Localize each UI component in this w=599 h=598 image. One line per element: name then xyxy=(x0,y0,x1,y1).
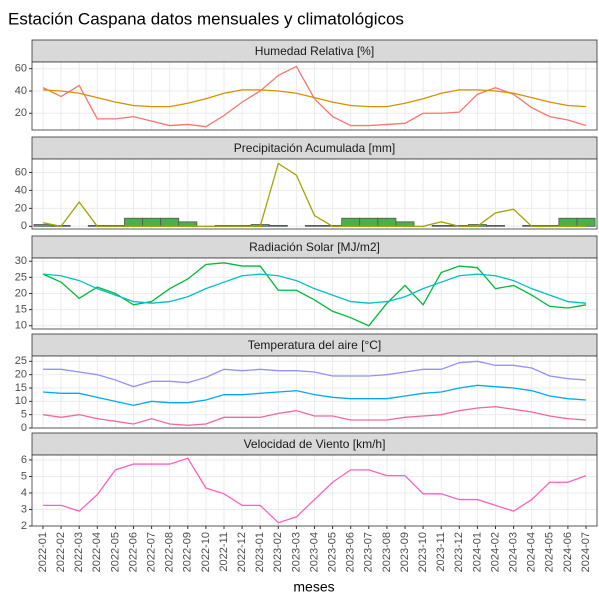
x-tick-label: 2022-12 xyxy=(236,532,248,572)
y-tick-label: 10 xyxy=(15,320,27,332)
bar xyxy=(576,217,596,227)
x-tick-label: 2023-06 xyxy=(345,532,357,572)
y-tick-label: 20 xyxy=(15,107,27,119)
x-tick-label: 2024-07 xyxy=(580,532,592,572)
x-axis-label: meses xyxy=(293,579,334,593)
x-tick-label: 2023-03 xyxy=(290,532,302,572)
y-tick-label: 40 xyxy=(15,184,27,196)
y-tick-label: 4 xyxy=(21,487,27,499)
x-tick-label: 2022-11 xyxy=(218,532,230,572)
panel-border xyxy=(31,257,598,330)
data-line xyxy=(42,262,587,327)
y-tick-label: 10 xyxy=(15,395,27,407)
x-tick-label: 2024-03 xyxy=(508,532,520,572)
y-tick-label: 60 xyxy=(15,63,27,75)
bar xyxy=(341,217,361,227)
bar xyxy=(359,217,379,227)
y-tick-label: 0 xyxy=(21,422,27,434)
panel-border xyxy=(31,61,598,131)
x-tick-label: 2024-01 xyxy=(471,532,483,572)
x-tick-label: 2023-05 xyxy=(327,532,339,572)
panel-border xyxy=(31,158,598,230)
x-tick-label: 2022-10 xyxy=(200,532,212,572)
x-tick-label: 2024-02 xyxy=(489,532,501,572)
y-tick-label: 25 xyxy=(15,355,27,367)
x-tick-label: 2023-09 xyxy=(399,532,411,572)
x-tick-label: 2022-08 xyxy=(164,532,176,572)
bar xyxy=(395,221,415,227)
y-tick-label: 60 xyxy=(15,166,27,178)
y-tick-label: 30 xyxy=(15,255,27,267)
bar xyxy=(305,225,324,227)
x-tick-label: 2023-07 xyxy=(363,532,375,572)
x-tick-label: 2023-11 xyxy=(435,532,447,572)
y-tick-label: 25 xyxy=(15,271,27,283)
x-tick-label: 2022-01 xyxy=(37,532,49,572)
x-tick-label: 2024-04 xyxy=(526,532,538,572)
x-tick-label: 2022-04 xyxy=(91,532,103,572)
y-tick-label: 15 xyxy=(15,304,27,316)
bar xyxy=(33,224,53,227)
y-tick-label: 5 xyxy=(21,409,27,421)
x-tick-label: 2022-06 xyxy=(127,532,139,572)
bar xyxy=(160,217,180,227)
chart-title: Estación Caspana datos mensuales y clima… xyxy=(8,9,404,28)
data-line xyxy=(42,65,587,128)
x-tick-label: 2023-02 xyxy=(272,532,284,572)
panel-border xyxy=(31,355,598,429)
data-line xyxy=(43,457,587,524)
x-tick-label: 2022-03 xyxy=(73,532,85,572)
x-tick-label: 2023-10 xyxy=(417,532,429,572)
x-tick-label: 2022-05 xyxy=(109,532,121,572)
bar xyxy=(142,217,162,227)
y-tick-label: 3 xyxy=(21,503,27,515)
x-tick-label: 2023-04 xyxy=(308,532,320,572)
panel-title: Temperatura del aire [°C] xyxy=(248,338,382,352)
x-tick-label: 2023-01 xyxy=(254,532,266,572)
x-tick-label: 2024-05 xyxy=(544,532,556,572)
panel-title: Precipitación Acumulada [mm] xyxy=(234,141,395,155)
y-tick-label: 20 xyxy=(15,287,27,299)
x-tick-label: 2023-12 xyxy=(453,532,465,572)
data-line xyxy=(43,360,587,388)
panel-title: Velocidad de Viento [km/h] xyxy=(244,437,386,451)
y-tick-label: 20 xyxy=(15,202,27,214)
y-tick-label: 2 xyxy=(21,520,27,532)
bar xyxy=(178,221,198,227)
data-line xyxy=(42,384,587,406)
bar xyxy=(486,225,505,227)
x-tick-label: 2023-08 xyxy=(381,532,393,572)
bar xyxy=(431,225,451,227)
data-line xyxy=(42,273,587,304)
data-line xyxy=(42,89,587,108)
y-tick-label: 5 xyxy=(21,470,27,482)
panel-title: Humedad Relativa [%] xyxy=(255,44,374,58)
data-line xyxy=(42,406,587,426)
x-tick-label: 2024-06 xyxy=(562,532,574,572)
data-line xyxy=(42,162,586,228)
bar xyxy=(268,225,288,227)
y-tick-label: 40 xyxy=(15,85,27,97)
bar xyxy=(377,217,397,227)
bar xyxy=(558,217,578,227)
x-tick-label: 2022-02 xyxy=(55,532,67,572)
bar xyxy=(124,217,143,227)
y-tick-label: 0 xyxy=(21,220,27,232)
x-tick-label: 2022-09 xyxy=(182,532,194,572)
x-tick-label: 2022-07 xyxy=(146,532,158,572)
y-tick-label: 15 xyxy=(15,382,27,394)
y-tick-label: 20 xyxy=(15,369,27,381)
y-tick-label: 6 xyxy=(21,454,27,466)
panel-title: Radiación Solar [MJ/m2] xyxy=(249,240,380,254)
